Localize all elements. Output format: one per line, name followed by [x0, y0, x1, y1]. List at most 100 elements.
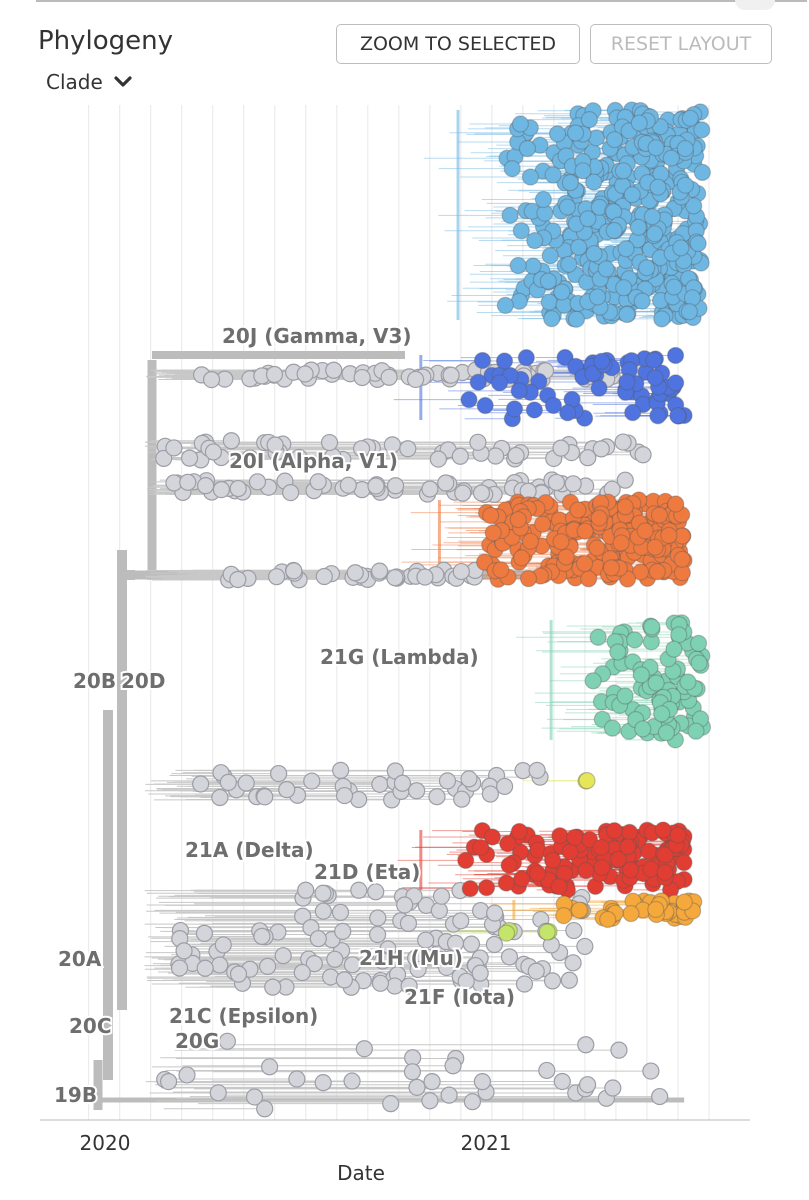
tip-grey[interactable] — [270, 764, 288, 783]
tip-grey[interactable] — [634, 446, 652, 464]
tip-clade[interactable] — [642, 860, 660, 878]
tip-clade[interactable] — [457, 851, 475, 870]
tip-clade[interactable] — [505, 400, 524, 418]
tip-clade[interactable] — [630, 114, 648, 132]
tip-grey[interactable] — [288, 1070, 306, 1088]
tip-clade[interactable] — [530, 372, 548, 391]
tip-clade[interactable] — [614, 162, 632, 180]
tip-clade[interactable] — [666, 346, 685, 365]
tip-grey[interactable] — [204, 443, 223, 461]
tip-clade[interactable] — [597, 260, 615, 278]
tip-grey[interactable] — [178, 1066, 196, 1084]
tip-clade[interactable] — [473, 351, 492, 370]
tip-clade[interactable] — [560, 255, 578, 273]
tip-grey[interactable] — [452, 912, 470, 930]
tip-grey[interactable] — [196, 959, 214, 977]
tip-grey[interactable] — [472, 484, 491, 502]
tip-clade[interactable] — [517, 349, 535, 367]
tip-grey[interactable] — [332, 761, 350, 779]
tip-clade[interactable] — [580, 111, 598, 129]
tip-grey[interactable] — [303, 772, 321, 790]
tip-grey[interactable] — [471, 964, 489, 982]
tip-clade[interactable] — [500, 856, 518, 874]
tip-clade[interactable] — [553, 283, 571, 301]
tip-grey[interactable] — [400, 977, 418, 995]
tip-clade[interactable] — [585, 245, 603, 263]
tip-clade[interactable] — [513, 870, 531, 888]
tip-grey[interactable] — [350, 881, 368, 899]
tip-clade[interactable] — [559, 404, 577, 422]
tip-grey[interactable] — [320, 433, 339, 452]
tip-grey[interactable] — [196, 477, 215, 495]
tip-grey[interactable] — [386, 569, 404, 587]
tip-clade[interactable] — [585, 173, 603, 191]
tip-clade[interactable] — [511, 115, 530, 133]
tip-grey[interactable] — [195, 924, 214, 942]
reset-layout-button[interactable]: RESET LAYOUT — [590, 24, 772, 64]
tip-grey[interactable] — [296, 365, 314, 383]
tip-clade[interactable] — [654, 821, 672, 839]
tip-grey[interactable] — [371, 974, 390, 992]
tip-grey[interactable] — [212, 480, 231, 499]
tip-clade[interactable] — [525, 401, 543, 419]
tip-grey[interactable] — [417, 931, 435, 949]
tip-grey[interactable] — [229, 479, 247, 498]
tip-clade[interactable] — [676, 139, 694, 158]
tip-clade[interactable] — [580, 570, 598, 588]
tip-grey[interactable] — [367, 477, 385, 495]
tip-clade[interactable] — [558, 198, 577, 216]
tip-grey[interactable] — [346, 564, 364, 582]
tip-grey[interactable] — [326, 950, 344, 968]
tip-clade[interactable] — [570, 238, 588, 256]
tip-grey[interactable] — [179, 473, 197, 491]
tip-clade[interactable] — [665, 278, 683, 296]
tip-clade[interactable] — [574, 162, 592, 180]
tip-clade[interactable] — [653, 310, 671, 328]
tip-clade[interactable] — [647, 674, 665, 692]
tip-grey[interactable] — [429, 450, 447, 468]
tip-clade[interactable] — [643, 618, 661, 636]
tip-grey[interactable] — [241, 449, 259, 467]
tip-grey[interactable] — [297, 881, 315, 899]
tip-clade[interactable] — [482, 506, 500, 525]
tip-clade[interactable] — [649, 178, 667, 196]
tip-clade[interactable] — [681, 109, 699, 127]
tip-clade[interactable] — [570, 901, 588, 919]
tip-grey[interactable] — [440, 1086, 458, 1104]
tip-clade[interactable] — [623, 186, 641, 204]
tip-clade[interactable] — [503, 160, 521, 178]
tip-grey[interactable] — [305, 955, 323, 973]
tip-grey[interactable] — [314, 884, 332, 902]
tip-clade[interactable] — [650, 506, 668, 524]
tip-grey[interactable] — [165, 439, 183, 457]
tip-grey[interactable] — [463, 1093, 482, 1111]
tip-grey[interactable] — [604, 1079, 622, 1097]
tip-clade[interactable] — [624, 404, 642, 422]
tip-grey[interactable] — [500, 948, 519, 966]
tip-grey[interactable] — [253, 927, 271, 945]
tip-clade[interactable] — [484, 524, 502, 542]
tip-clade[interactable] — [680, 303, 698, 321]
tip-grey[interactable] — [282, 484, 300, 502]
tip-clade[interactable] — [676, 176, 695, 194]
tip-grey[interactable] — [614, 433, 632, 451]
tip-clade[interactable] — [521, 168, 540, 186]
tip-grey[interactable] — [592, 440, 610, 458]
tip-grey[interactable] — [266, 436, 284, 454]
tip-clade[interactable] — [548, 125, 567, 143]
tip-clade[interactable] — [576, 522, 594, 540]
tip-grey[interactable] — [386, 477, 405, 495]
tip-grey[interactable] — [565, 921, 583, 940]
tip-clade[interactable] — [665, 640, 683, 658]
tip-clade[interactable] — [590, 379, 608, 397]
tip-clade[interactable] — [616, 498, 634, 516]
tip-grey[interactable] — [527, 962, 545, 980]
tip-clade[interactable] — [612, 534, 630, 552]
tip-grey[interactable] — [369, 909, 387, 927]
tip-clade[interactable] — [656, 863, 674, 882]
tip-clade[interactable] — [605, 822, 624, 840]
tip-clade[interactable] — [669, 826, 687, 844]
tip-clade[interactable] — [501, 206, 519, 224]
tip-clade[interactable] — [592, 352, 611, 370]
tip-grey[interactable] — [175, 942, 193, 960]
